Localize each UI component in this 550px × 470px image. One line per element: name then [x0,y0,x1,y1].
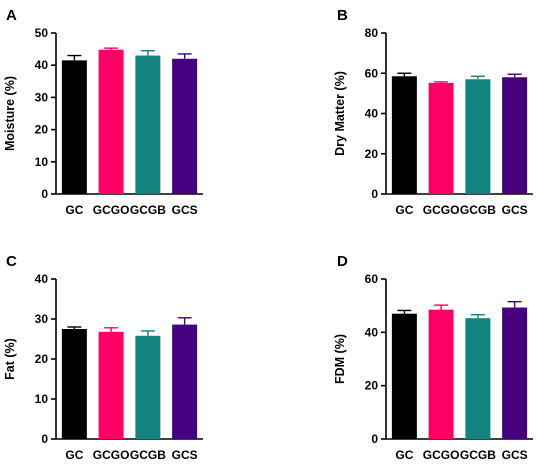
panel-letter: A [6,7,17,24]
bar-gcs [172,324,198,439]
x-tick-label: GCGB [130,203,166,217]
y-axis-title: FDM (%) [333,334,347,384]
panel-a: A 0 10 20 30 40 50 Moisture (%) GC GCGO GCGB GCS [3,7,203,217]
bar-gcgo [98,49,124,194]
bar-gcs [502,307,528,439]
bar-gc [61,60,87,195]
panel-c: C 0 10 20 30 40 Fat (%) GC GCGO GCGB GCS [3,253,203,462]
panel-b: B 0 20 40 60 80 Dry Matter (%) GC GCGO GCGB GCS [333,7,533,217]
y-tick-label: 0 [371,187,378,201]
bar-gcgo [98,331,124,439]
y-tick-label: 40 [35,58,49,72]
bar-gc [391,76,417,194]
y-axis-title: Moisture (%) [3,76,17,151]
y-tick-label: 80 [365,26,379,40]
y-axis-title: Dry Matter (%) [333,71,347,156]
y-tick-label: 20 [35,123,49,137]
x-tick-label: GCGO [93,448,130,462]
x-tick-label: GCS [172,448,198,462]
y-tick-label: 50 [35,26,49,40]
bar-gc [391,313,417,439]
y-tick-label: 60 [365,66,379,80]
x-tick-label: GC [65,203,83,217]
y-tick-label: 0 [41,187,48,201]
x-tick-label: GCGB [460,448,496,462]
bar-gcgb [465,318,491,439]
x-tick-label: GCGO [93,203,130,217]
panel-letter: D [337,253,348,270]
y-tick-label: 40 [35,272,49,286]
y-tick-label: 0 [41,432,48,446]
y-tick-label: 40 [365,107,379,121]
bar-gcgb [135,335,161,439]
bar-gcgb [465,79,491,194]
y-tick-label: 30 [35,312,49,326]
panel-letter: C [6,253,17,270]
bar-gc [61,329,87,439]
y-tick-label: 10 [35,392,49,406]
y-tick-label: 20 [35,352,49,366]
y-tick-label: 30 [35,90,49,104]
panel-letter: B [337,7,348,24]
panel-d: D 0 20 40 60 FDM (%) GC GCGO GCGB GCS [333,253,533,462]
bar-gcgo [428,309,454,439]
y-tick-label: 10 [35,155,49,169]
x-tick-label: GC [395,448,413,462]
x-tick-label: GCS [502,203,528,217]
x-tick-label: GCGO [423,448,460,462]
x-tick-label: GCGO [423,203,460,217]
y-tick-label: 20 [365,379,379,393]
y-tick-label: 20 [365,147,379,161]
y-tick-label: 0 [371,432,378,446]
x-tick-label: GCGB [130,448,166,462]
x-tick-label: GCS [502,448,528,462]
x-tick-label: GCGB [460,203,496,217]
y-axis-title: Fat (%) [3,338,17,380]
x-tick-label: GC [65,448,83,462]
bar-gcgb [135,55,161,194]
bar-gcs [502,77,528,194]
y-tick-label: 60 [365,272,379,286]
bar-gcgo [428,82,454,194]
x-tick-label: GC [395,203,413,217]
x-tick-label: GCS [172,203,198,217]
bar-gcs [172,58,198,195]
y-tick-label: 40 [365,325,379,339]
